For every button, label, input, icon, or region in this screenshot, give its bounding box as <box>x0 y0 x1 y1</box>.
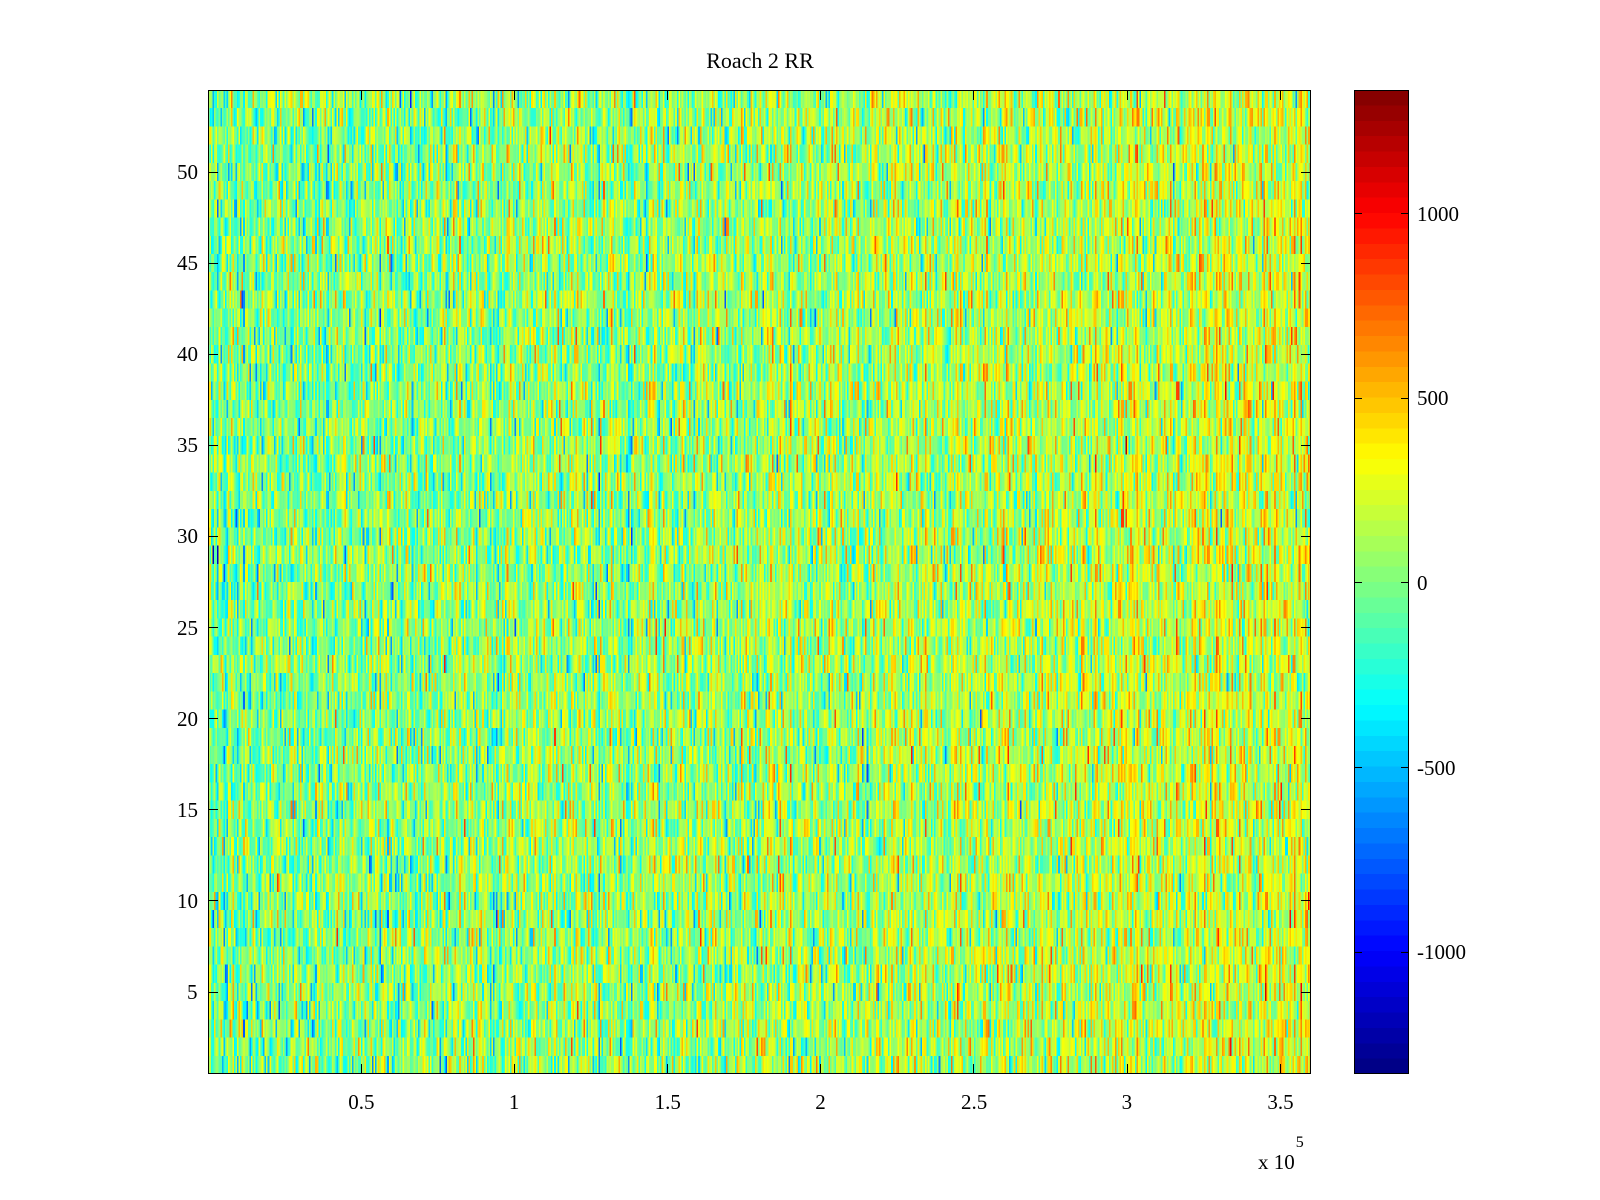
y-tick-mark <box>208 262 218 264</box>
y-tick-mark <box>208 809 218 811</box>
x-tick-mark <box>973 1064 975 1074</box>
colorbar-tick-mark <box>1354 767 1362 769</box>
x-tick-mark-top <box>973 90 975 100</box>
y-tick-mark-right <box>1301 809 1311 811</box>
x-tick-label: 1 <box>508 1090 520 1114</box>
y-tick-mark <box>208 171 218 173</box>
x-tick-mark-top <box>667 90 669 100</box>
colorbar-frame <box>1354 90 1409 1074</box>
y-tick-mark-right <box>1301 444 1311 446</box>
y-tick-mark-right <box>1301 171 1311 173</box>
colorbar-tick-label: 0 <box>1417 570 1428 595</box>
y-tick-mark <box>208 444 218 446</box>
colorbar-tick-label: -1000 <box>1417 940 1466 965</box>
y-tick-mark <box>208 627 218 629</box>
x-tick-mark <box>667 1064 669 1074</box>
y-tick-mark-right <box>1301 353 1311 355</box>
x-tick-mark-top <box>820 90 822 100</box>
x-tick-mark <box>820 1064 822 1074</box>
heatmap-image <box>208 90 1311 1074</box>
y-tick-mark-right <box>1301 991 1311 993</box>
x-tick-mark <box>1126 1064 1128 1074</box>
x-exponent-power: 5 <box>1295 1134 1304 1151</box>
x-tick-mark-top <box>360 90 362 100</box>
y-tick-mark-right <box>1301 535 1311 537</box>
colorbar-tick-mark <box>1354 397 1362 399</box>
y-tick-mark-right <box>1301 262 1311 264</box>
x-tick-mark <box>360 1064 362 1074</box>
colorbar-tick-mark <box>1354 213 1362 215</box>
colorbar-tick-mark <box>1354 582 1362 584</box>
y-tick-label: 15 <box>177 797 198 822</box>
y-tick-label: 50 <box>177 160 198 184</box>
y-tick-mark <box>208 353 218 355</box>
y-tick-mark <box>208 718 218 720</box>
x-tick-mark-top <box>1279 90 1281 100</box>
y-tick-mark-right <box>1301 627 1311 629</box>
y-tick-label: 25 <box>177 615 198 640</box>
colorbar-tick-label: 1000 <box>1417 201 1459 226</box>
y-tick-mark-right <box>1301 718 1311 720</box>
x-tick-label: 2 <box>815 1090 826 1114</box>
y-tick-label: 20 <box>177 706 198 731</box>
x-tick-label: 1.5 <box>654 1090 681 1114</box>
y-tick-mark-right <box>1301 900 1311 902</box>
x-exponent-label: x 105 <box>1258 1134 1304 1175</box>
x-exponent-base: x 10 <box>1258 1150 1295 1174</box>
y-tick-label: 10 <box>177 888 198 913</box>
colorbar-tick-label: 500 <box>1417 386 1449 411</box>
colorbar-tick-mark-right <box>1401 951 1409 953</box>
x-tick-label: 3.5 <box>1267 1090 1294 1114</box>
x-tick-label: 2.5 <box>960 1090 988 1114</box>
x-tick-label: 3 <box>1121 1090 1133 1114</box>
x-tick-mark <box>513 1064 515 1074</box>
colorbar-tick-label: -500 <box>1417 755 1456 780</box>
y-tick-label: 40 <box>177 342 198 367</box>
colorbar-tick-mark-right <box>1401 397 1409 399</box>
y-tick-mark <box>208 900 218 902</box>
x-tick-label: 0.5 <box>348 1090 375 1114</box>
y-tick-label: 45 <box>177 251 198 276</box>
x-tick-mark-top <box>1126 90 1128 100</box>
colorbar-tick-mark-right <box>1401 582 1409 584</box>
y-tick-mark <box>208 535 218 537</box>
y-tick-mark <box>208 991 218 993</box>
colorbar-tick-mark <box>1354 951 1362 953</box>
colorbar-tick-mark-right <box>1401 213 1409 215</box>
chart-title: Roach 2 RR <box>706 48 814 73</box>
y-tick-label: 35 <box>177 433 198 458</box>
plot-area <box>208 90 1311 1074</box>
x-tick-mark-top <box>513 90 515 100</box>
y-tick-label: 5 <box>187 980 198 1004</box>
y-tick-label: 30 <box>177 524 198 549</box>
colorbar <box>1354 90 1409 1074</box>
x-tick-mark <box>1279 1064 1281 1074</box>
colorbar-tick-mark-right <box>1401 767 1409 769</box>
